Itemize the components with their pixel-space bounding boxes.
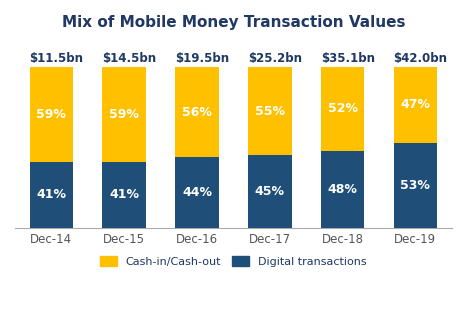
Bar xyxy=(30,67,73,162)
Text: $25.2bn: $25.2bn xyxy=(248,52,302,65)
Bar xyxy=(102,67,146,162)
Bar xyxy=(321,150,364,228)
Bar xyxy=(248,155,292,228)
Text: 55%: 55% xyxy=(255,105,285,118)
Text: 41%: 41% xyxy=(109,188,139,201)
Text: 59%: 59% xyxy=(109,108,139,121)
Bar xyxy=(175,67,219,157)
Text: 45%: 45% xyxy=(255,185,285,198)
Text: 52%: 52% xyxy=(328,102,358,115)
Text: $19.5bn: $19.5bn xyxy=(175,52,229,65)
Text: 48%: 48% xyxy=(328,183,357,196)
Bar xyxy=(394,67,437,143)
Text: $35.1bn: $35.1bn xyxy=(321,52,375,65)
Bar xyxy=(248,67,292,155)
Bar xyxy=(102,162,146,228)
Text: $14.5bn: $14.5bn xyxy=(102,52,157,65)
Bar xyxy=(175,157,219,228)
Text: $11.5bn: $11.5bn xyxy=(30,52,84,65)
Text: $42.0bn: $42.0bn xyxy=(394,52,447,65)
Title: Mix of Mobile Money Transaction Values: Mix of Mobile Money Transaction Values xyxy=(62,15,405,30)
Text: 47%: 47% xyxy=(400,98,430,111)
Legend: Cash-in/Cash-out, Digital transactions: Cash-in/Cash-out, Digital transactions xyxy=(96,252,371,271)
Bar xyxy=(394,143,437,228)
Bar xyxy=(30,162,73,228)
Text: 44%: 44% xyxy=(182,186,212,199)
Text: 59%: 59% xyxy=(36,108,67,121)
Text: 53%: 53% xyxy=(400,179,430,192)
Text: 41%: 41% xyxy=(36,188,67,201)
Bar xyxy=(321,67,364,150)
Text: 56%: 56% xyxy=(182,106,212,119)
